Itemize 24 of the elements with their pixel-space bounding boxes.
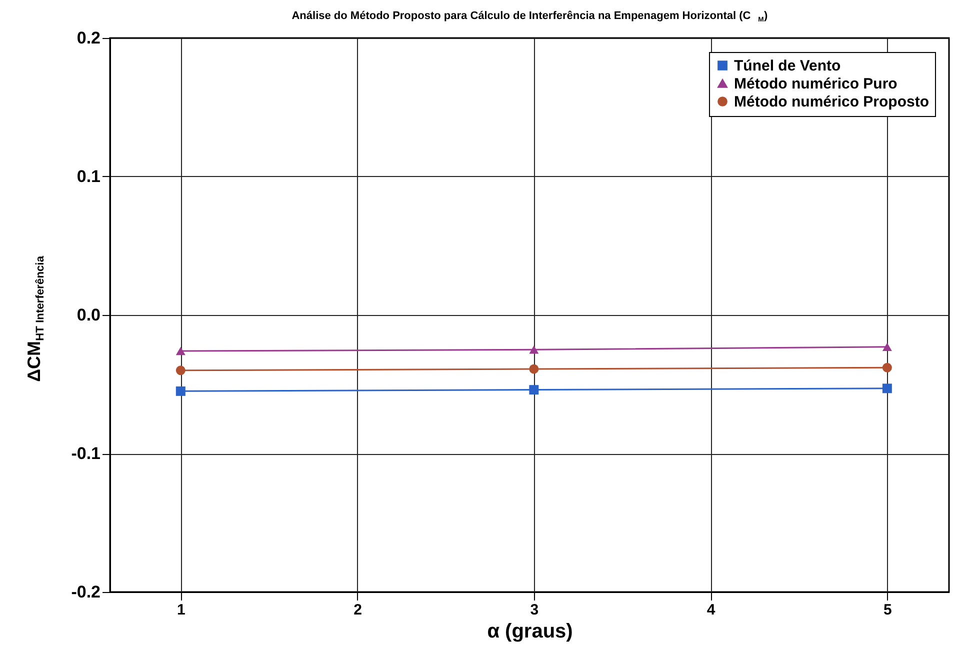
y-tick-label: -0.2: [71, 582, 100, 602]
y-tick-label: -0.1: [71, 444, 100, 463]
legend-label: Túnel de Vento: [734, 58, 841, 74]
y-tick-label: 0.2: [76, 28, 100, 48]
point: [176, 386, 186, 396]
point: [529, 385, 539, 395]
legend-label: Método numérico Proposto: [734, 94, 929, 110]
point: [176, 346, 186, 356]
x-tick-label: 5: [884, 602, 892, 618]
x-axis-title: α (graus): [487, 620, 573, 642]
point: [529, 364, 539, 374]
y-axis-title: ΔCMHT Interferência: [24, 255, 46, 382]
point: [882, 342, 892, 351]
x-tick-label: 4: [706, 602, 716, 618]
x-tick-label: 2: [354, 602, 362, 618]
y-tick-label: 0.1: [76, 167, 100, 186]
point: [882, 362, 892, 372]
point: [529, 346, 539, 354]
point: [882, 384, 892, 394]
x-tick-label: 1: [176, 602, 186, 618]
x-tick-label: 3: [530, 602, 539, 618]
y-tick-label: 0.0: [76, 306, 100, 324]
point: [176, 366, 186, 376]
legend-label: Método numérico Puro: [734, 76, 898, 92]
